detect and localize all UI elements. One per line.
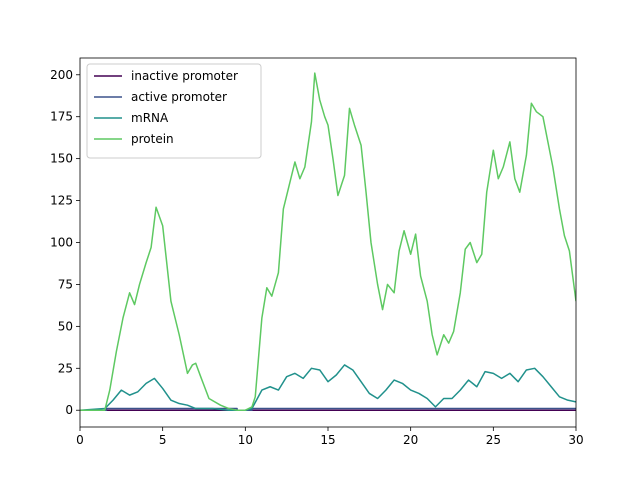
legend-label: protein	[131, 132, 174, 146]
y-tick-label: 175	[50, 110, 73, 124]
legend-label: inactive promoter	[131, 69, 238, 83]
legend-label: active promoter	[131, 90, 227, 104]
y-axis: 0 25 50 75 100 125 150 175 200	[50, 68, 80, 417]
legend-box	[86, 63, 262, 159]
y-tick-label: 0	[65, 403, 73, 417]
y-tick-label: 200	[50, 68, 73, 82]
y-tick-label: 75	[58, 277, 73, 291]
y-tick-label: 25	[58, 361, 73, 375]
x-tick-label: 5	[159, 433, 167, 447]
x-tick-label: 10	[238, 433, 253, 447]
x-tick-label: 15	[320, 433, 335, 447]
plot-lines	[80, 72, 576, 411]
series-line-mRNA	[80, 364, 576, 411]
y-tick-label: 150	[50, 152, 73, 166]
x-tick-label: 20	[403, 433, 418, 447]
x-axis: 0 5 10 15 20 25 30	[76, 427, 584, 447]
legend: inactive promoter active promoter mRNA prot…	[86, 63, 262, 159]
y-tick-label: 125	[50, 194, 73, 208]
x-tick-label: 0	[76, 433, 84, 447]
y-tick-label: 100	[50, 236, 73, 250]
legend-label: mRNA	[131, 111, 169, 125]
x-tick-label: 25	[486, 433, 501, 447]
y-tick-label: 50	[58, 319, 73, 333]
x-tick-label: 30	[568, 433, 583, 447]
series-line-protein	[80, 72, 576, 411]
